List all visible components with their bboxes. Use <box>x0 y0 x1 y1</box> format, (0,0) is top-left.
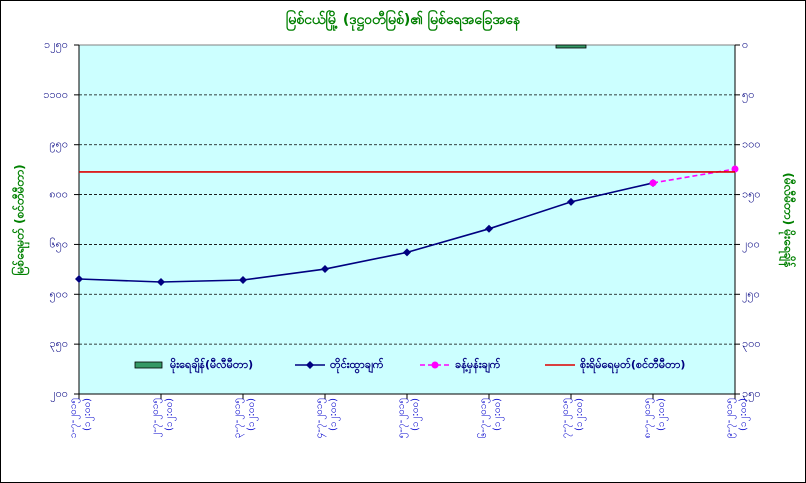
point <box>731 165 739 173</box>
point <box>403 248 411 257</box>
y-tick-label: ၉၅၀ <box>49 138 68 153</box>
y2-tick-label: ၃၀၀ <box>742 337 761 352</box>
point <box>649 179 657 187</box>
y-tick-label: ၁၁၀၀ <box>43 88 68 101</box>
point <box>239 275 247 284</box>
y2-axis-label: (မီလီမီတာ) မိုးရေချိန် <box>778 173 798 269</box>
x-tick-label: ၇-၇-၂၀၁၅ <box>560 398 573 438</box>
x-tick-label: (၁၂:၀၀) <box>574 398 587 431</box>
x-tick-label: ၈-၇-၂၀၁၅ <box>642 398 655 438</box>
x-tick-label: ၉-၇-၂၀၁၅ <box>724 398 737 438</box>
y-tick-label: ၅၀၀ <box>49 287 68 302</box>
legend-swatch <box>134 361 163 369</box>
x-tick-label: ၃-၇-၂၀၁၅ <box>232 398 245 438</box>
x-tick-label: ၄-၇-၂၀၁၅ <box>314 398 327 438</box>
y2-tick-label: ၁၅၀ <box>742 188 761 203</box>
y-tick-label: ၃၅၀ <box>49 337 68 352</box>
y2-tick-label: ၃၅၀ <box>742 387 761 402</box>
x-tick-label: (၁၂:၀၀) <box>246 398 259 431</box>
x-tick-label: ၅-၇-၂၀၁၅ <box>396 398 409 438</box>
legend-label: မိုးရေချိန်(မီလီမီတာ) <box>170 357 253 374</box>
y-tick-label: ၈၀၀ <box>49 188 68 201</box>
y-axis-label: မြစ်ရေမှတ် (စင်တီမီတာ) <box>10 164 31 275</box>
y-tick-label: ၁၂၅၀ <box>44 38 68 53</box>
y2-tick-label: ၂၀၀ <box>742 237 760 252</box>
point <box>567 197 575 206</box>
y2-tick-label: ၅၀ <box>742 88 754 103</box>
x-tick-label: ၁-၇-၂၀၁၅ <box>68 398 81 438</box>
plot-area <box>78 44 736 395</box>
x-tick-label: ၆-၇-၂၀၁၅ <box>476 398 491 438</box>
chart-title: မြစ်ငယ်မြို့ (ဒုဋ္ဌဝတီမြစ်)၏ မြစ်ရေအခြေအ… <box>286 10 521 31</box>
x-tick-label: (၁၂:၀၀) <box>82 398 95 431</box>
x-tick-label: (၁၂:၀၀) <box>656 398 669 431</box>
bar <box>555 44 587 49</box>
x-tick-label: (၁၂:၀၀) <box>328 398 341 431</box>
x-tick-label: ၂-၇-၂၀၁၅ <box>150 398 163 438</box>
y2-tick-label: ၁၀၀ <box>742 138 761 151</box>
x-tick-label: (၁၂:၀၀) <box>492 398 505 431</box>
x-tick-label: (၁၂:၀၀) <box>410 398 423 431</box>
legend-label: တိုင်းထွာချက် <box>330 357 384 374</box>
legend-label: စိုးရိမ်ရေမှတ်(စင်တီမီတာ) <box>580 357 685 374</box>
point <box>321 265 329 274</box>
legend-swatch <box>431 361 439 369</box>
y2-tick-label: ၂၅၀ <box>742 287 760 302</box>
x-tick-label: (၁၂:၀၀) <box>738 398 751 431</box>
point <box>485 224 493 233</box>
series-line <box>652 168 736 184</box>
legend-swatch <box>306 361 314 369</box>
y-tick-label: ၂၀၀ <box>50 387 68 402</box>
x-tick-label: (၁၂:၀၀) <box>164 398 177 431</box>
legend-label: ခန့်မှန်းချက် <box>455 357 501 374</box>
y-tick-label: ၆၅၀ <box>49 237 68 252</box>
point <box>157 277 165 286</box>
series-line <box>78 182 654 283</box>
y2-tick-label: ၀ <box>742 38 748 51</box>
point <box>75 274 83 283</box>
